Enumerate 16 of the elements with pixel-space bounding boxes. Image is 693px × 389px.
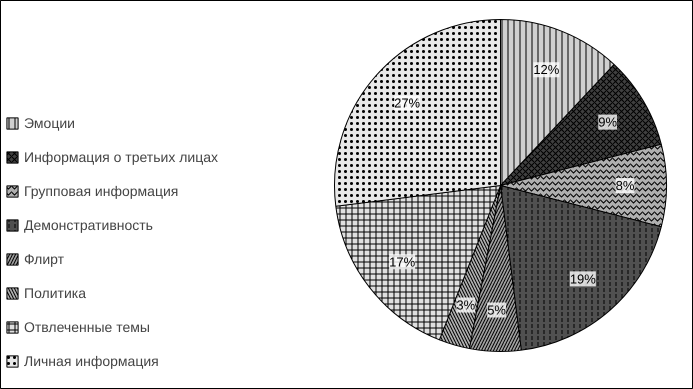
data-label: 17% [389,254,416,270]
data-label: 19% [570,271,596,286]
legend-label: Отвлеченные темы [24,319,150,335]
data-label: 27% [394,96,421,111]
data-label: 12% [533,62,560,78]
data-label: 5% [487,302,506,318]
data-label: 3% [456,298,476,313]
legend-label: Личная информация [24,353,159,369]
data-label: 9% [598,114,618,130]
legend-label: Флирт [24,251,64,267]
legend-label: Политика [24,285,86,301]
legend-label: Групповая информация [24,183,178,199]
legend-label: Эмоции [24,115,75,131]
data-label: 8% [616,178,635,193]
legend-label: Информация о третьих лицах [24,149,218,165]
legend-label: Демонстративность [24,217,153,233]
